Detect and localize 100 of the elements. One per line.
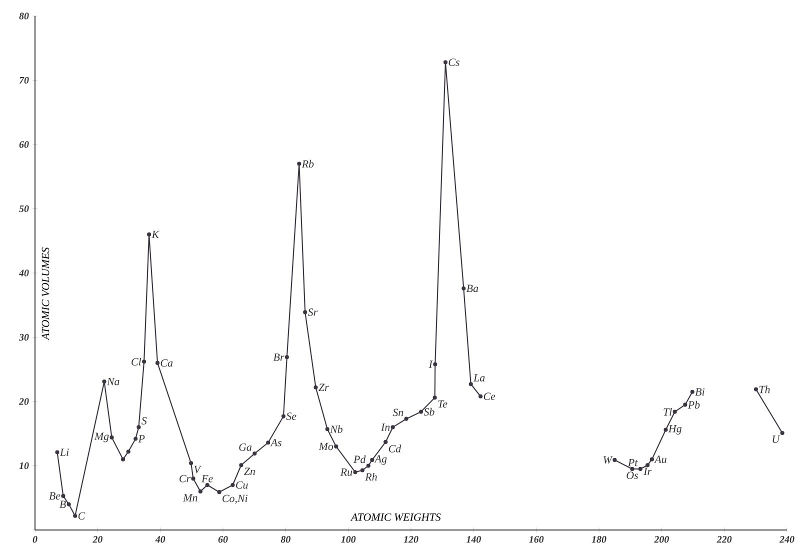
point: [780, 430, 784, 436]
annotation: Ga: [239, 443, 252, 451]
point: [630, 466, 634, 472]
annotation: Ru: [340, 468, 352, 476]
y-tick-label: 20: [18, 398, 29, 405]
annotation: Pb: [688, 400, 700, 409]
x-axis-title: ATOMIC WEIGHTS: [350, 513, 441, 521]
point: [55, 450, 60, 454]
annotation: In: [380, 424, 390, 431]
point: [360, 468, 364, 472]
annotation: Be: [49, 492, 60, 500]
annotation: Te: [438, 400, 448, 408]
annotation: Ir: [644, 468, 652, 475]
point: [314, 385, 318, 390]
point: [188, 461, 194, 466]
point: [191, 476, 196, 481]
point: [230, 482, 235, 488]
x-tick-label: 0: [32, 536, 38, 543]
x-tick-label: 60: [218, 536, 228, 543]
annotation: Li: [60, 448, 69, 456]
annotation: S: [142, 417, 147, 425]
point: [102, 380, 106, 384]
annotation: Rb: [302, 160, 314, 168]
point: [664, 428, 668, 432]
x-tick-label: 120: [404, 536, 418, 543]
annotation: Ba: [466, 284, 478, 292]
annotation: Ag: [374, 455, 387, 465]
annotation: Zr: [318, 384, 329, 391]
annotation: Cs: [448, 58, 460, 66]
point: [638, 466, 642, 472]
point: [110, 435, 114, 440]
point: [366, 464, 370, 468]
annotation: Mn: [183, 494, 198, 502]
point: [353, 470, 358, 474]
annotation: Os: [626, 472, 638, 480]
point: [136, 425, 141, 430]
point: [297, 162, 302, 166]
annotation: Cd: [388, 444, 402, 452]
y-tick-label: 80: [19, 12, 29, 20]
point: [239, 463, 244, 468]
annotation: W: [604, 456, 613, 464]
point: [468, 382, 473, 386]
annotation: La: [473, 374, 485, 382]
point: [252, 451, 257, 456]
point: [73, 514, 78, 518]
annotation: C: [78, 512, 86, 520]
x-tick-label: 160: [529, 536, 544, 543]
annotation: V: [194, 466, 202, 474]
annotation: Sr: [308, 308, 318, 316]
annotation: I: [428, 360, 433, 368]
point: [284, 355, 289, 360]
point: [462, 286, 466, 290]
annotation: Sb: [424, 408, 434, 416]
annotation: Rh: [365, 472, 377, 481]
point: [205, 482, 210, 488]
annotation: Pd: [353, 455, 366, 464]
point: [672, 410, 677, 414]
point: [155, 360, 160, 365]
point: [384, 440, 388, 444]
x-tick-label: 140: [466, 536, 481, 543]
annotation: Bi: [695, 388, 704, 396]
point: [404, 416, 408, 421]
annotation: Cl: [132, 358, 142, 366]
annotation: Pt: [628, 458, 638, 466]
x-tick-label: 240: [779, 536, 794, 543]
point: [478, 394, 483, 398]
annotation: Mg: [94, 432, 109, 442]
annotation: Mo: [318, 442, 334, 450]
annotation: Ca: [160, 359, 173, 367]
point: [754, 387, 758, 392]
annotation: Sn: [392, 408, 404, 416]
y-tick-label: 40: [18, 270, 29, 276]
point: [303, 310, 308, 314]
y-tick-label: 10: [19, 462, 29, 470]
annotation: Cr: [180, 474, 191, 482]
point: [443, 60, 448, 64]
annotation: K: [152, 230, 160, 238]
point: [390, 425, 395, 430]
x-tick-label: 220: [716, 536, 732, 543]
annotation: U: [772, 436, 780, 443]
point: [66, 502, 71, 506]
x-tick-label: 100: [341, 536, 356, 543]
point: [418, 410, 424, 414]
point: [134, 436, 138, 441]
annotation: Br: [273, 354, 284, 361]
annotation: Co,Ni: [222, 494, 248, 504]
point: [142, 360, 146, 364]
point: [325, 427, 330, 432]
point: [690, 390, 694, 394]
point: [334, 444, 338, 449]
point: [147, 232, 152, 236]
annotation: Cu: [236, 481, 248, 489]
point: [646, 463, 650, 468]
annotation: Tl: [664, 408, 672, 416]
y-tick-label: 70: [19, 76, 29, 84]
annotation: Au: [654, 456, 666, 464]
x-tick-label: 200: [654, 536, 669, 543]
y-tick-label: 30: [18, 334, 29, 341]
annotation: Fe: [201, 475, 213, 482]
annotation: As: [270, 438, 282, 446]
